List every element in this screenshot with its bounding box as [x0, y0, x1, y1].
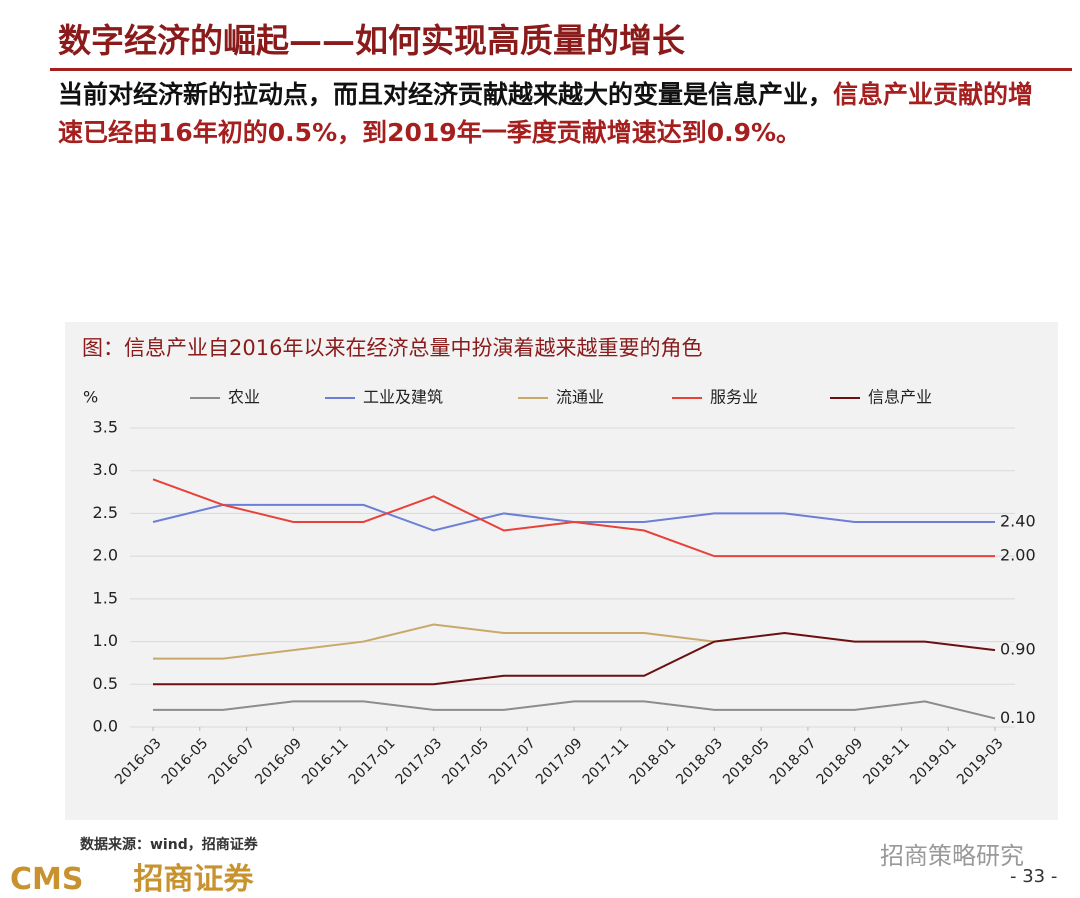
y-tick-label: 3.5 — [93, 418, 118, 437]
series-line — [153, 632, 996, 686]
page-number: - 33 - — [1010, 866, 1058, 887]
logo-cn: 招商证券 — [133, 862, 254, 897]
paragraph: 当前对经济新的拉动点，而且对经济贡献越来越大的变量是信息产业，信息产业贡献的增速… — [58, 76, 1048, 152]
value-label: 0.10 — [1000, 708, 1036, 727]
y-tick-label: 2.5 — [93, 503, 118, 522]
slide-title: 数字经济的崛起——如何实现高质量的增长 — [58, 21, 685, 60]
value-label: 0.90 — [1000, 640, 1036, 659]
paragraph-highlight: 信息产业贡献的增速已经由16年初的0.5%，到2019年一季度贡献增速达到0.9… — [58, 80, 1034, 147]
y-tick-label: 1.0 — [93, 631, 118, 650]
y-axis-label: % — [83, 388, 98, 407]
legend-label: 服务业 — [710, 388, 758, 407]
value-label: 2.00 — [1000, 546, 1036, 565]
logo: CMS 招商证券 — [10, 854, 253, 898]
value-label: 2.40 — [1000, 511, 1036, 530]
series-line — [153, 700, 996, 720]
title-rule — [50, 68, 1072, 71]
y-tick-label: 1.5 — [93, 588, 118, 607]
chart-title: 图：信息产业自2016年以来在经济总量中扮演着越来越重要的角色 — [82, 336, 702, 360]
chart: 图：信息产业自2016年以来在经济总量中扮演着越来越重要的角色 % 0.0 0.5… — [65, 322, 1058, 820]
paragraph-text: 当前对经济新的拉动点，而且对经济贡献越来越大的变量是信息产业， — [58, 80, 834, 109]
source: 数据来源：wind，招商证券 — [80, 837, 258, 853]
series-line — [153, 623, 715, 660]
legend-label: 流通业 — [556, 388, 604, 407]
y-tick-label: 0.5 — [93, 674, 118, 693]
y-tick-label: 3.0 — [93, 460, 118, 479]
legend-label: 信息产业 — [868, 388, 932, 407]
watermark: 招商策略研究 — [880, 842, 1024, 870]
y-tick-label: 2.0 — [93, 546, 118, 565]
legend-label: 农业 — [228, 388, 260, 407]
logo-latin: CMS — [10, 862, 84, 897]
series-line — [152, 478, 995, 558]
chart-background — [65, 322, 1058, 820]
legend-label: 工业及建筑 — [363, 388, 443, 407]
y-tick-label: 0.0 — [93, 717, 118, 736]
